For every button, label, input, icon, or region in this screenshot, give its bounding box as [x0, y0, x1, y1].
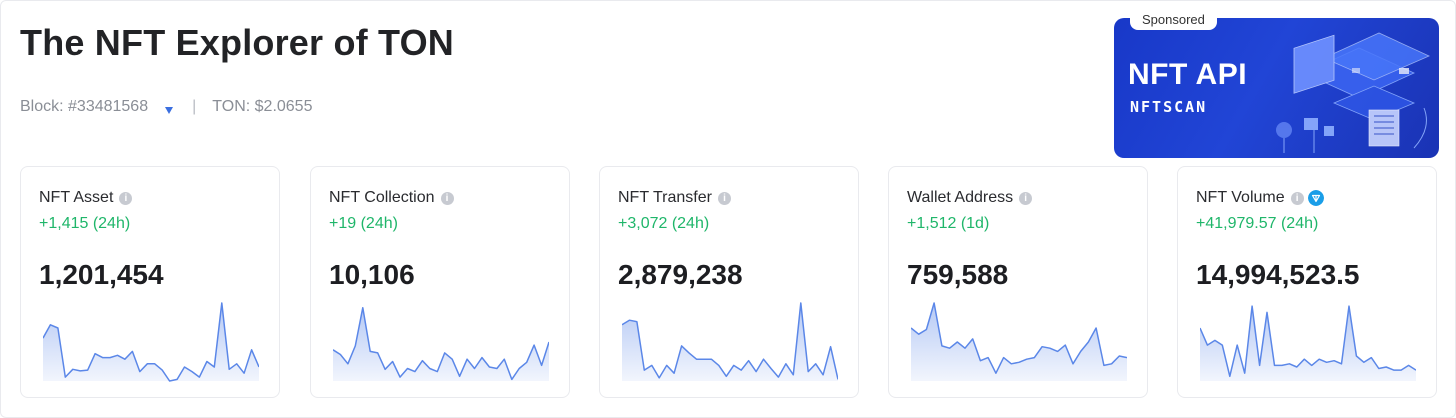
sparkline-line	[622, 302, 838, 380]
ton-price: TON: $2.0655	[212, 98, 313, 115]
banner-title: NFT API	[1128, 58, 1248, 91]
info-icon[interactable]: i	[440, 191, 454, 205]
card-delta: +1,415 (24h)	[39, 215, 131, 232]
info-icon[interactable]: i	[119, 191, 133, 205]
stat-card-nft-collection[interactable]: NFT Collection i +19 (24h) 10,106	[310, 166, 570, 398]
sparkline-chart	[911, 302, 1127, 381]
card-label: NFT Volume i	[1196, 189, 1324, 207]
card-delta: +3,072 (24h)	[618, 215, 710, 232]
info-icon[interactable]: i	[717, 191, 731, 205]
stat-card-nft-volume[interactable]: NFT Volume i +41,979.57 (24h) 14,994,523…	[1177, 166, 1437, 398]
card-label: Wallet Address i	[907, 189, 1033, 207]
sparkline-area	[622, 303, 838, 381]
card-label: NFT Collection i	[329, 189, 454, 207]
stat-card-wallet-address[interactable]: Wallet Address i +1,512 (1d) 759,588	[888, 166, 1148, 398]
card-value: 10,106	[329, 259, 415, 290]
card-label-text: NFT Transfer	[618, 189, 712, 206]
stat-card-nft-transfer[interactable]: NFT Transfer i +3,072 (24h) 2,879,238	[599, 166, 859, 398]
card-label: NFT Transfer i	[618, 189, 731, 207]
sparkline-chart	[622, 302, 838, 381]
block-number[interactable]: Block: #33481568	[20, 98, 149, 115]
sparkline-area	[911, 303, 1127, 381]
card-label-text: NFT Asset	[39, 189, 114, 206]
sparkline-line	[43, 302, 259, 382]
card-delta: +19 (24h)	[329, 215, 398, 232]
card-value: 2,879,238	[618, 259, 743, 290]
card-delta: +1,512 (1d)	[907, 215, 990, 232]
info-icon[interactable]: i	[1019, 191, 1033, 205]
sparkline-line	[911, 302, 1127, 374]
sparkline-area	[1200, 306, 1416, 381]
sparkline-chart	[333, 306, 549, 381]
sparkline-line	[1200, 305, 1416, 378]
ton-diamond-icon	[165, 107, 174, 114]
card-label-text: Wallet Address	[907, 189, 1014, 206]
sponsored-banner[interactable]: NFT API NFTSCAN	[1114, 18, 1439, 158]
sparkline-chart	[1200, 305, 1416, 381]
page-title: The NFT Explorer of TON	[20, 22, 454, 63]
card-value: 14,994,523.5	[1196, 259, 1360, 290]
card-label-text: NFT Volume	[1196, 189, 1285, 206]
banner-brand-logo: NFTSCAN	[1130, 98, 1208, 116]
ton-coin-icon	[1307, 190, 1324, 206]
sparkline-chart	[43, 302, 259, 382]
card-value: 759,588	[907, 259, 1009, 290]
chain-meta-row: Block: #33481568 | TON: $2.0655	[20, 96, 312, 118]
sparkline-line	[333, 306, 549, 381]
sponsored-tag: Sponsored	[1130, 10, 1217, 30]
sparkline-area	[333, 307, 549, 381]
sparkline-area	[43, 303, 259, 381]
info-icon[interactable]: i	[1290, 191, 1304, 205]
meta-separator: |	[192, 98, 197, 115]
stat-card-nft-asset[interactable]: NFT Asset i +1,415 (24h) 1,201,454	[20, 166, 280, 398]
card-delta: +41,979.57 (24h)	[1196, 215, 1319, 232]
card-label-text: NFT Collection	[329, 189, 435, 206]
isometric-server-illustration	[1276, 32, 1430, 153]
card-label: NFT Asset i	[39, 189, 133, 207]
card-value: 1,201,454	[39, 259, 164, 290]
